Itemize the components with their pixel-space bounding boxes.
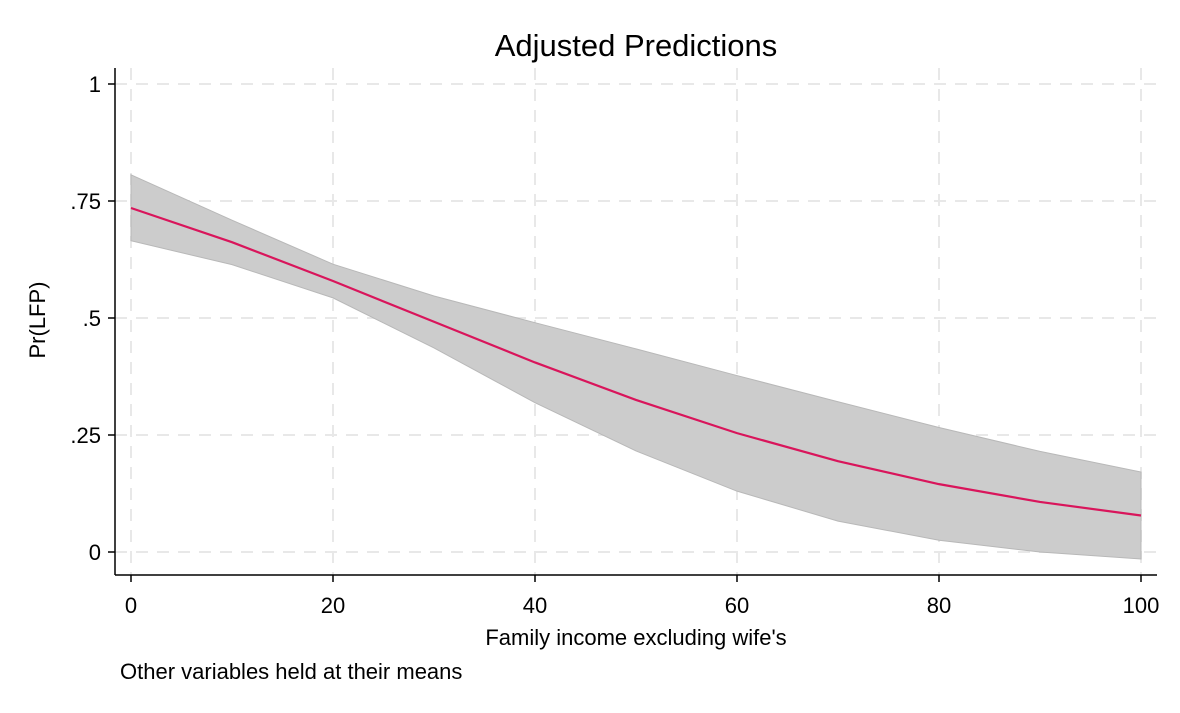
chart-note: Other variables held at their means [120,659,462,684]
y-tick-label: 0 [89,540,101,565]
x-tick-label: 0 [125,593,137,618]
x-tick-label: 80 [927,593,951,618]
y-tick-label: 1 [89,72,101,97]
x-tick-label: 60 [725,593,749,618]
x-axis-label: Family income excluding wife's [485,625,786,650]
y-tick-label: .25 [70,423,101,448]
gridlines [115,68,1157,575]
x-tick-label: 40 [523,593,547,618]
y-tick-label: .75 [70,189,101,214]
confidence-interval-area [130,174,1142,560]
y-tick-label: .5 [83,306,101,331]
x-tick-label: 20 [321,593,345,618]
x-tick-label: 100 [1123,593,1160,618]
prediction-lines [130,206,1142,517]
chart-title: Adjusted Predictions [495,28,778,63]
confidence-band [130,174,1142,560]
y-axis-label: Pr(LFP) [25,282,50,359]
x-axis-ticks: 0 20 40 60 80 100 [125,575,1159,618]
prediction-line [130,206,1142,517]
y-axis-ticks: 0 .25 .5 .75 1 [70,72,115,565]
axes [114,68,1157,576]
